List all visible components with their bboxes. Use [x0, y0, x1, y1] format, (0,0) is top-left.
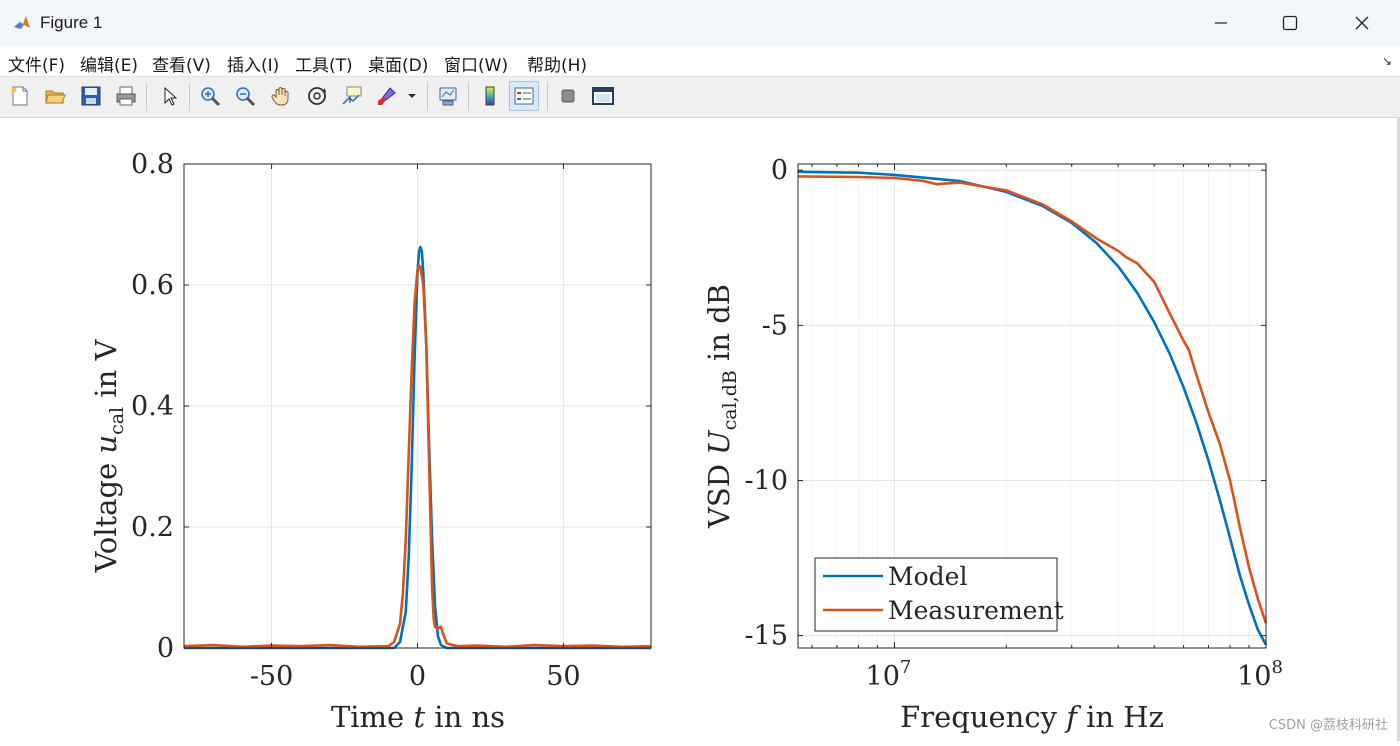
x-tick-label: 0 — [409, 661, 426, 692]
close-button[interactable] — [1334, 0, 1390, 46]
rotate-3d-button[interactable] — [302, 81, 332, 111]
legend-label-measurement: Measurement — [888, 596, 1064, 625]
frequency-domain-axes[interactable]: 107 108 -15 -10 -5 0 Frequency f in Hz VSD Uc… — [702, 155, 1283, 734]
minimize-icon — [1215, 22, 1227, 24]
y-tick-label: 0.4 — [131, 391, 174, 422]
save-icon — [81, 86, 101, 106]
edit-plot-button[interactable] — [154, 81, 184, 111]
menu-view[interactable]: 查看(V) — [152, 56, 211, 76]
colorbar-icon — [485, 86, 495, 106]
menu-file[interactable]: 文件(F) — [8, 56, 66, 76]
dropdown-arrow-icon — [408, 94, 416, 98]
toolbar-separator — [468, 83, 469, 111]
menu-edit[interactable]: 编辑(E) — [80, 56, 139, 76]
x-tick-label: 50 — [546, 661, 580, 692]
pan-button[interactable] — [266, 81, 296, 111]
legend-icon — [514, 87, 534, 105]
menu-desktop[interactable]: 桌面(D) — [368, 56, 429, 76]
show-tools-icon — [592, 87, 614, 105]
x-axis-label: Frequency f in Hz — [900, 700, 1164, 734]
minimize-button[interactable] — [1193, 0, 1249, 46]
toolbar-separator — [189, 83, 190, 111]
link-plot-icon — [439, 87, 457, 106]
rotate-3d-icon — [308, 87, 326, 105]
zoom-out-icon — [236, 87, 256, 107]
x-tick-label: 107 — [866, 657, 912, 692]
axes-box — [797, 163, 1267, 649]
axes-ticks: -50 0 50 0 0.2 0.4 0.6 0.8 — [131, 149, 651, 692]
y-tick-label: -10 — [745, 465, 788, 496]
brush-button[interactable] — [372, 81, 402, 111]
show-plot-tools-button[interactable] — [588, 81, 618, 111]
save-button[interactable] — [76, 81, 106, 111]
brush-icon — [378, 87, 396, 105]
x-tick-label: -50 — [250, 661, 293, 692]
maximize-icon — [1282, 15, 1298, 31]
menu-insert[interactable]: 插入(I) — [227, 56, 280, 76]
y-tick-label: -5 — [762, 310, 788, 341]
axes-ticks: 107 108 -15 -10 -5 0 — [745, 155, 1283, 692]
window-title: Figure 1 — [40, 13, 103, 32]
x-tick-label: 108 — [1237, 657, 1283, 692]
close-icon — [1355, 16, 1369, 30]
time-domain-axes[interactable]: -50 0 50 0 0.2 0.4 0.6 0.8 Time t in ns Voltage… — [89, 149, 652, 734]
pointer-arrow-icon — [164, 86, 178, 106]
open-file-button[interactable] — [40, 81, 70, 111]
y-tick-label: 0 — [157, 633, 174, 664]
zoom-in-button[interactable] — [195, 81, 225, 111]
legend[interactable]: Model Measurement — [814, 557, 1064, 632]
toolbar-separator — [146, 83, 147, 111]
new-file-icon — [11, 86, 28, 106]
new-figure-button[interactable] — [5, 81, 35, 111]
y-axis-label: Voltage ucal in V — [89, 338, 128, 573]
y-tick-label: -15 — [745, 621, 788, 652]
zoom-out-button[interactable] — [230, 81, 260, 111]
y-axis-label: VSD Ucal,dB in dB — [702, 284, 741, 529]
figure-canvas: -50 0 50 0 0.2 0.4 0.6 0.8 Time t in ns Voltage… — [0, 118, 1400, 741]
hand-icon — [271, 87, 289, 106]
maximize-button[interactable] — [1262, 0, 1318, 46]
series-line-measurement — [797, 175, 1268, 624]
brush-dropdown-button[interactable] — [402, 81, 422, 111]
menu-dock-arrow-icon[interactable]: ↘ — [1381, 54, 1392, 68]
series-line-0 — [184, 245, 651, 650]
menu-tools[interactable]: 工具(T) — [295, 56, 353, 76]
matlab-logo-icon — [14, 16, 30, 29]
menu-help[interactable]: 帮助(H) — [527, 56, 588, 76]
folder-open-icon — [45, 90, 66, 104]
toolbar-separator — [427, 83, 428, 111]
legend-box — [814, 557, 1058, 632]
menu-bar: 文件(F) 编辑(E) 查看(V) 插入(I) 工具(T) 桌面(D) 窗口(W… — [0, 46, 1400, 76]
hide-tools-icon — [561, 89, 575, 103]
data-cursor-icon — [342, 86, 362, 105]
menu-window[interactable]: 窗口(W) — [444, 56, 509, 76]
y-tick-label: 0 — [771, 155, 788, 186]
legend-label-model: Model — [888, 562, 967, 591]
hide-plot-tools-button[interactable] — [553, 81, 583, 111]
legend-button[interactable] — [509, 81, 539, 111]
print-icon — [116, 86, 136, 106]
plot-lines — [183, 245, 652, 650]
y-tick-label: 0.2 — [131, 512, 174, 543]
toolbar-separator — [547, 83, 548, 111]
y-tick-label: 0.6 — [131, 270, 174, 301]
plot-lines — [797, 170, 1268, 646]
data-cursor-button[interactable] — [337, 81, 367, 111]
print-button[interactable] — [111, 81, 141, 111]
series-line-1 — [183, 264, 652, 649]
x-axis-label: Time t in ns — [331, 700, 505, 734]
figure-toolbar — [0, 76, 1400, 118]
colorbar-button[interactable] — [475, 81, 505, 111]
watermark: CSDN @荔枝科研社 — [1268, 718, 1388, 733]
y-tick-label: 0.8 — [131, 149, 174, 180]
link-plot-button[interactable] — [433, 81, 463, 111]
title-bar: Figure 1 — [0, 0, 1400, 46]
window-edge — [1397, 118, 1400, 741]
zoom-in-icon — [201, 87, 221, 107]
